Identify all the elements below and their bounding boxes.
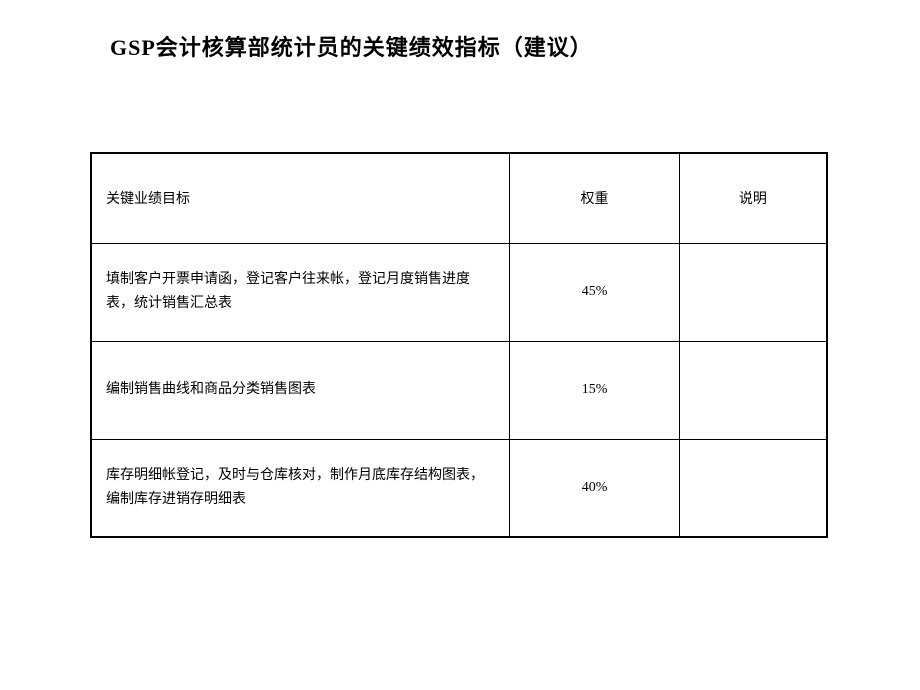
cell-goal: 库存明细帐登记，及时与仓库核对，制作月底库存结构图表，编制库存进销存明细表 [91,439,510,537]
table-header-row: 关键业绩目标 权重 说明 [91,153,827,243]
kpi-table: 关键业绩目标 权重 说明 填制客户开票申请函，登记客户往来帐，登记月度销售进度表… [90,152,828,538]
table-row: 编制销售曲线和商品分类销售图表 15% [91,341,827,439]
cell-goal: 编制销售曲线和商品分类销售图表 [91,341,510,439]
table-row: 库存明细帐登记，及时与仓库核对，制作月底库存结构图表，编制库存进销存明细表 40… [91,439,827,537]
cell-note [679,439,827,537]
page-title: GSP会计核算部统计员的关键绩效指标（建议） [0,0,920,62]
cell-weight: 15% [510,341,680,439]
col-header-weight: 权重 [510,153,680,243]
table-row: 填制客户开票申请函，登记客户往来帐，登记月度销售进度表，统计销售汇总表 45% [91,243,827,341]
cell-weight: 45% [510,243,680,341]
cell-goal: 填制客户开票申请函，登记客户往来帐，登记月度销售进度表，统计销售汇总表 [91,243,510,341]
cell-note [679,243,827,341]
col-header-goal: 关键业绩目标 [91,153,510,243]
col-header-note: 说明 [679,153,827,243]
cell-note [679,341,827,439]
cell-weight: 40% [510,439,680,537]
